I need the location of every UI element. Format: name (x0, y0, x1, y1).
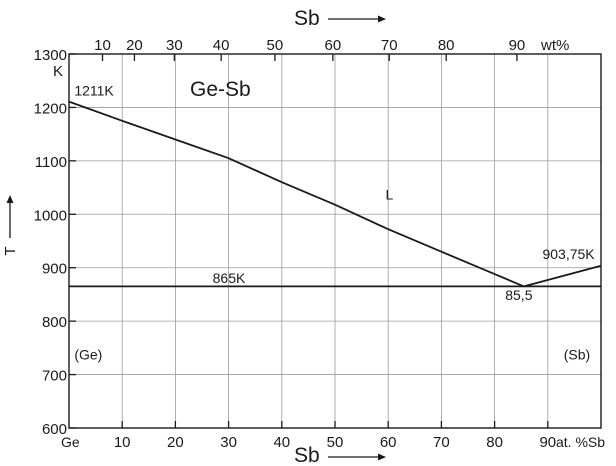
bottom-axis-arrow (328, 453, 386, 461)
tick-labels: 10 20 30 40 50 60 70 80 90 600 700 800 900 1000 1100 12… (34, 37, 557, 451)
annotation-label: 903,75K (542, 246, 595, 262)
top-axis-label: Sb (294, 7, 320, 30)
axis-ticks (69, 53, 549, 429)
top-axis-arrow (328, 15, 386, 23)
x-tick-label-top: 20 (126, 37, 143, 54)
y-tick-label: 600 (42, 421, 67, 438)
y-axis-arrow (6, 195, 14, 238)
x-tick-label-bottom: 40 (273, 434, 290, 451)
annotation-label: (Ge) (74, 347, 102, 363)
y-tick-label: 1200 (34, 100, 67, 117)
x-tick-label-bottom: 20 (167, 434, 184, 451)
phase-curves (68, 100, 602, 288)
x-tick-label-bottom: 70 (433, 434, 450, 451)
annotation-label: (Sb) (564, 347, 590, 363)
x-tick-label-top: 90 (509, 37, 526, 54)
x-tick-label-bottom: 60 (380, 434, 397, 451)
x-tick-label-bottom: 90 (539, 434, 556, 451)
x-tick-label-bottom: 30 (220, 434, 237, 451)
liquidus-sb-side (523, 264, 602, 288)
x-tick-label-bottom: 50 (327, 434, 344, 451)
annotation-label: 1211K (74, 83, 114, 99)
top-axis-unit: wt% (540, 37, 569, 54)
x-tick-label-top: 40 (213, 37, 230, 54)
liquidus-ge-side (68, 100, 525, 288)
x-tick-label-top: 60 (325, 37, 342, 54)
x-tick-label-top: 30 (166, 37, 183, 54)
x-tick-label-top: 10 (94, 37, 111, 54)
grid-lines (69, 54, 601, 428)
bottom-axis-ge-label: Ge (61, 434, 80, 450)
chart-title: Ge-Sb (190, 78, 251, 101)
annotation-label: 85,5 (505, 287, 532, 303)
y-tick-label: 800 (42, 314, 67, 331)
y-tick-label: 1100 (35, 154, 67, 171)
x-tick-label-bottom: 80 (486, 434, 503, 451)
bottom-axis-label: Sb (294, 444, 320, 466)
y-axis-unit: K (53, 63, 63, 80)
annotation-label: 865K (213, 270, 246, 286)
x-tick-label-top: 50 (267, 37, 284, 54)
y-tick-label: 1000 (34, 207, 67, 224)
annotation-label: L (386, 186, 394, 202)
y-tick-label: 1300 (34, 47, 67, 64)
bottom-axis-unit: at. %Sb (556, 434, 605, 450)
x-tick-label-top: 70 (381, 37, 398, 54)
x-tick-label-bottom: 10 (114, 434, 131, 451)
y-tick-label: 900 (42, 261, 67, 278)
annotations: 1211K 903,75K 865K 85,5 L (Ge) (Sb) (74, 83, 595, 363)
x-tick-label-top: 80 (438, 37, 455, 54)
y-axis-label: T (2, 246, 19, 255)
y-tick-label: 700 (42, 368, 67, 385)
